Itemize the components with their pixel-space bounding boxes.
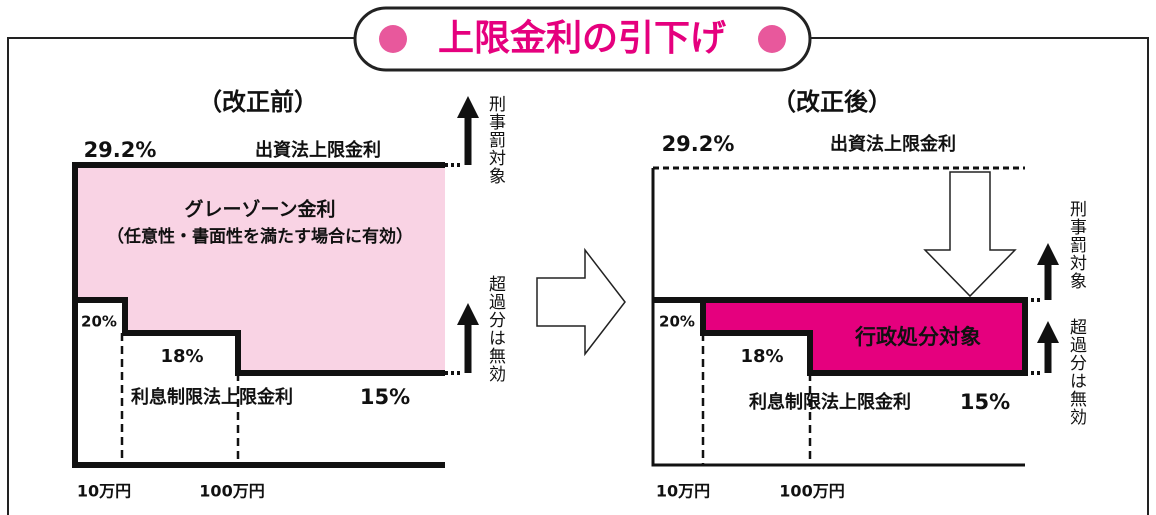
title-pill — [353, 6, 812, 72]
x-label: 10万円 — [77, 482, 131, 501]
rate: 20% — [81, 313, 117, 331]
arrow-label: 刑事罰対象 — [1066, 200, 1087, 290]
rate: 15% — [960, 390, 1010, 414]
title-dot — [758, 25, 786, 53]
label: 出資法上限金利 — [830, 133, 956, 155]
transition-arrow — [536, 247, 626, 357]
label: 利息制限法上限金利 — [749, 391, 911, 413]
dots — [1025, 298, 1040, 375]
zone-label: 行政処分対象 — [854, 325, 981, 349]
arrow-label: 超過分は無効 — [1066, 318, 1087, 426]
rate: 18% — [160, 346, 203, 367]
dots — [445, 163, 462, 375]
down-arrow — [923, 171, 1017, 298]
x-label: 100万円 — [779, 482, 844, 501]
label: 出資法上限金利 — [255, 139, 381, 161]
outline — [72, 162, 445, 468]
zone-note: （任意性・書面性を満たす場合に有効） — [107, 226, 413, 247]
stairs — [75, 297, 445, 376]
rate: 18% — [740, 346, 783, 367]
rate: 15% — [360, 385, 410, 409]
dashed-line — [120, 333, 240, 465]
x-label: 100万円 — [199, 482, 264, 501]
zone-label: グレーゾーン金利 — [184, 198, 335, 221]
rate: 29.2% — [84, 138, 157, 162]
title-dot — [379, 25, 407, 53]
outline — [651, 168, 1025, 467]
admin-zone — [703, 300, 1025, 373]
gray-zone — [75, 165, 445, 373]
dashed-line — [701, 333, 812, 465]
x-label: 10万円 — [656, 482, 710, 501]
arrow-head — [1037, 243, 1059, 343]
heading: （改正後） — [772, 88, 892, 116]
label: 利息制限法上限金利 — [131, 386, 293, 408]
heading: （改正前） — [198, 88, 318, 116]
rate: 20% — [659, 313, 695, 331]
arrow-label: 刑事罰対象 — [485, 95, 506, 185]
rate: 29.2% — [662, 132, 735, 156]
arrow-label: 超過分は無効 — [485, 275, 506, 383]
title: 上限金利の引下げ — [438, 17, 726, 59]
